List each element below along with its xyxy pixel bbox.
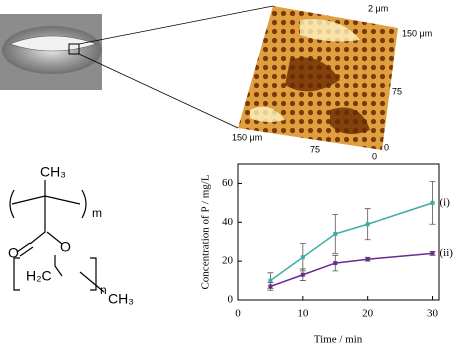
teeth-photo: [0, 14, 102, 90]
y-tick-label: 60: [222, 177, 234, 189]
x-tick-label: 0: [235, 308, 241, 320]
marker: [430, 251, 435, 256]
structure-label: m: [92, 206, 102, 220]
structure: [9, 180, 105, 293]
chart: Time / min Concentration of P / mg/L 0 10…: [200, 163, 454, 346]
y-tick-label: 40: [222, 216, 234, 228]
marker: [300, 255, 305, 260]
zoom-line: [78, 53, 239, 129]
y-axis-title: Concentration of P / mg/L: [200, 174, 212, 289]
marker: [365, 222, 370, 227]
x-axis-title: Time / min: [314, 334, 363, 346]
marker: [430, 200, 435, 205]
marker: [365, 257, 370, 262]
afm-label: 75: [392, 86, 402, 96]
marker: [300, 272, 305, 277]
structure-label: CH₃: [40, 164, 66, 180]
plot-frame: [237, 163, 440, 301]
structure-label: O: [8, 245, 19, 261]
x-tick-label: 20: [362, 308, 374, 320]
series-label: (ii): [440, 247, 454, 259]
afm-label: 2 μm: [368, 3, 388, 13]
x-tick-label: 10: [297, 308, 309, 320]
y-tick-label: 20: [222, 255, 234, 267]
afm-label: 0: [372, 151, 377, 161]
afm-label: 0: [384, 142, 389, 152]
marker: [268, 284, 273, 289]
series-line: [270, 252, 433, 288]
afm-image: [238, 6, 398, 150]
series-line: [269, 202, 433, 282]
x-tick-label: 30: [427, 308, 439, 320]
zoom-line: [78, 5, 274, 45]
structure-label: CH₃: [108, 291, 134, 307]
structure-label: n: [100, 283, 107, 297]
marker: [268, 278, 273, 283]
afm-label: 150 μm: [232, 132, 262, 142]
marker: [333, 231, 338, 236]
structure-label: H₂C: [26, 268, 52, 284]
y-tick-label: 0: [228, 294, 234, 306]
structure-label: O: [60, 239, 71, 255]
marker: [333, 261, 338, 266]
afm-label: 150 μm: [402, 28, 432, 38]
afm-label: 75: [310, 144, 320, 154]
series-label: (i): [440, 196, 451, 208]
